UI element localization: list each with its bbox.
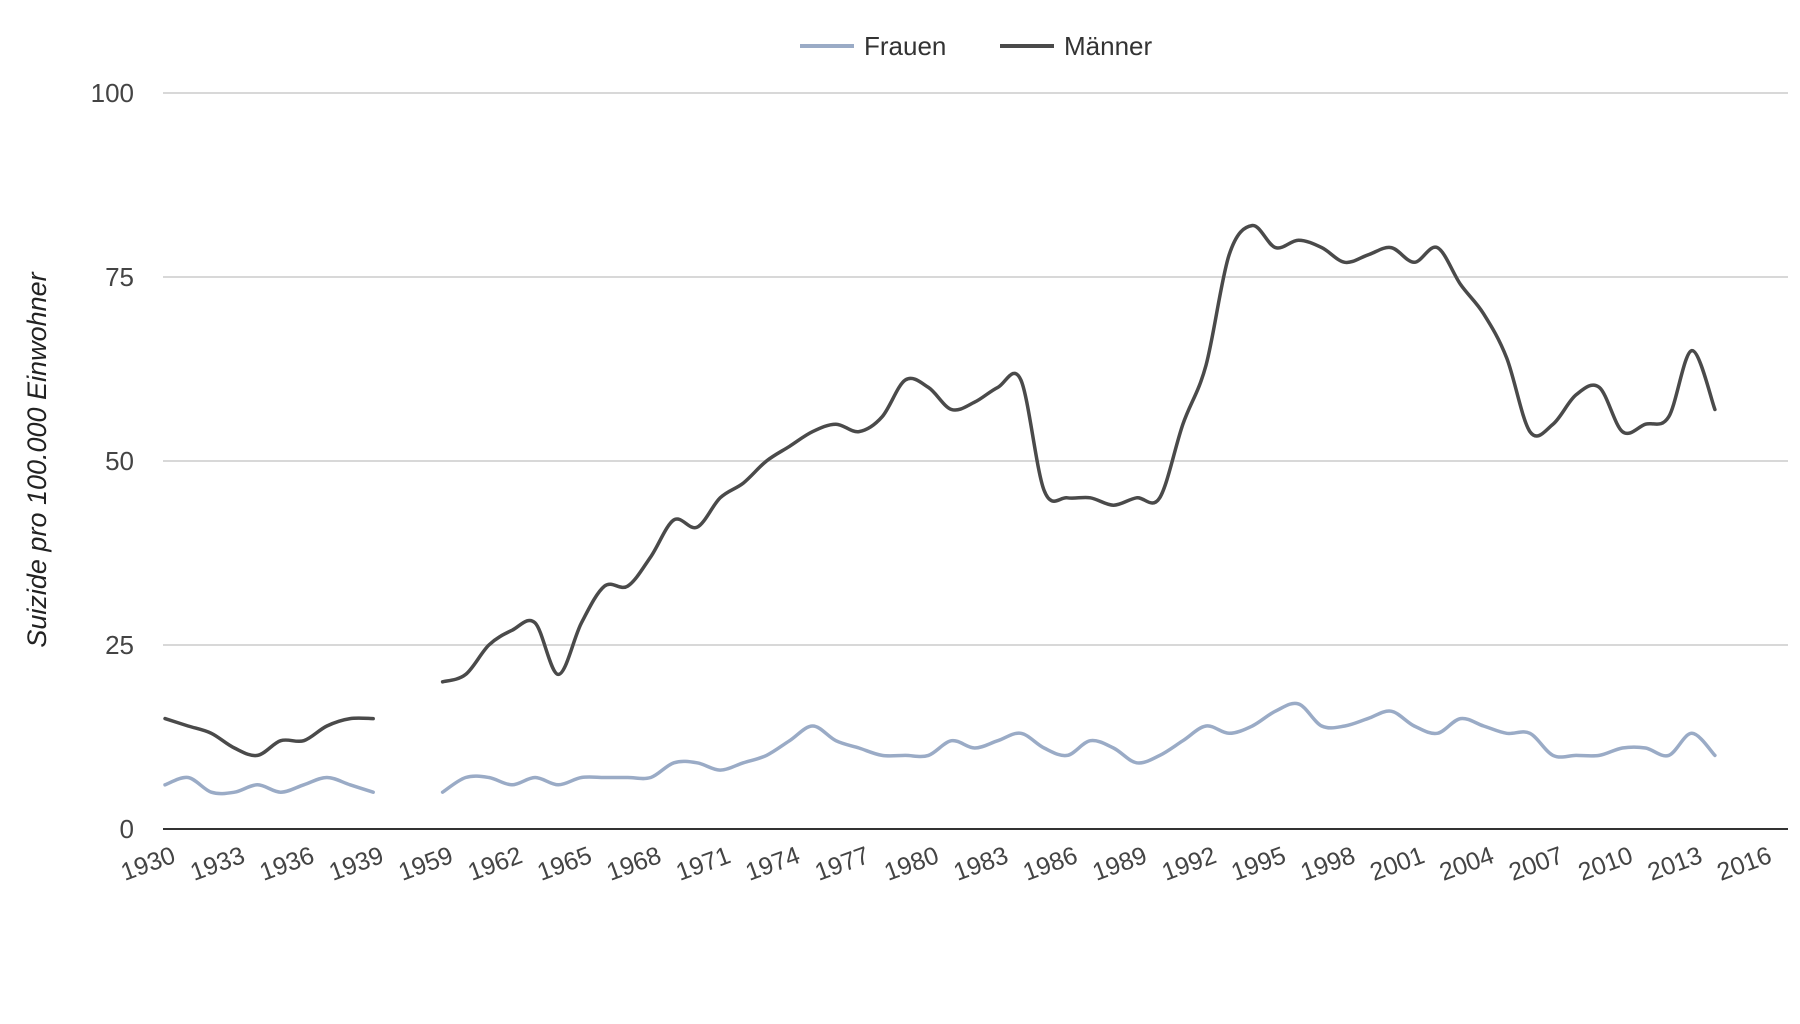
x-tick-label: 1965 — [534, 841, 596, 886]
y-tick-label: 0 — [120, 814, 134, 844]
legend: Frauen Männer — [800, 31, 1152, 61]
x-tick-label: 1992 — [1158, 841, 1220, 886]
x-tick-label: 1959 — [395, 841, 457, 886]
y-tick-label: 75 — [105, 262, 134, 292]
x-tick-label: 2010 — [1575, 841, 1637, 886]
x-tick-label: 2016 — [1713, 841, 1775, 886]
x-tick-label: 1930 — [117, 841, 179, 886]
y-axis-ticks: 0 25 50 75 100 — [91, 78, 134, 844]
legend-label-maenner: Männer — [1064, 31, 1152, 61]
x-tick-label: 1977 — [811, 841, 873, 886]
legend-item-maenner[interactable]: Männer — [1000, 31, 1152, 61]
x-tick-label: 1962 — [464, 841, 526, 886]
y-tick-label: 25 — [105, 630, 134, 660]
x-tick-label: 2007 — [1505, 841, 1567, 886]
x-tick-label: 2004 — [1436, 841, 1498, 886]
y-axis-label: Suizide pro 100.000 Einwohner — [22, 271, 52, 647]
gridlines — [163, 92, 1788, 646]
y-tick-label: 50 — [105, 446, 134, 476]
x-tick-label: 1936 — [256, 841, 318, 886]
series-lines — [163, 223, 1717, 796]
x-tick-label: 1998 — [1297, 841, 1359, 886]
x-tick-label: 1995 — [1228, 841, 1290, 886]
x-tick-label: 1939 — [325, 841, 387, 886]
legend-item-frauen[interactable]: Frauen — [800, 31, 946, 61]
series-line-maenner-segment-2 — [440, 223, 1717, 684]
series-line-maenner-segment-1 — [163, 716, 375, 758]
x-tick-label: 2001 — [1366, 841, 1428, 886]
series-line-frauen-segment-1 — [163, 775, 375, 796]
x-tick-label: 1989 — [1089, 841, 1151, 886]
x-tick-label: 1971 — [672, 841, 734, 886]
x-tick-label: 1933 — [187, 841, 249, 886]
y-tick-label: 100 — [91, 78, 134, 108]
x-tick-label: 1974 — [742, 841, 804, 886]
x-tick-label: 1968 — [603, 841, 665, 886]
series-line-frauen-segment-2 — [440, 701, 1717, 794]
x-tick-label: 1986 — [1019, 841, 1081, 886]
legend-label-frauen: Frauen — [864, 31, 946, 61]
x-tick-label: 1980 — [881, 841, 943, 886]
x-tick-label: 2013 — [1644, 841, 1706, 886]
x-tick-label: 1983 — [950, 841, 1012, 886]
x-axis-ticks: 1930 1933 1936 1939 1959 1962 1965 1968 1971 1974… — [117, 841, 1775, 886]
